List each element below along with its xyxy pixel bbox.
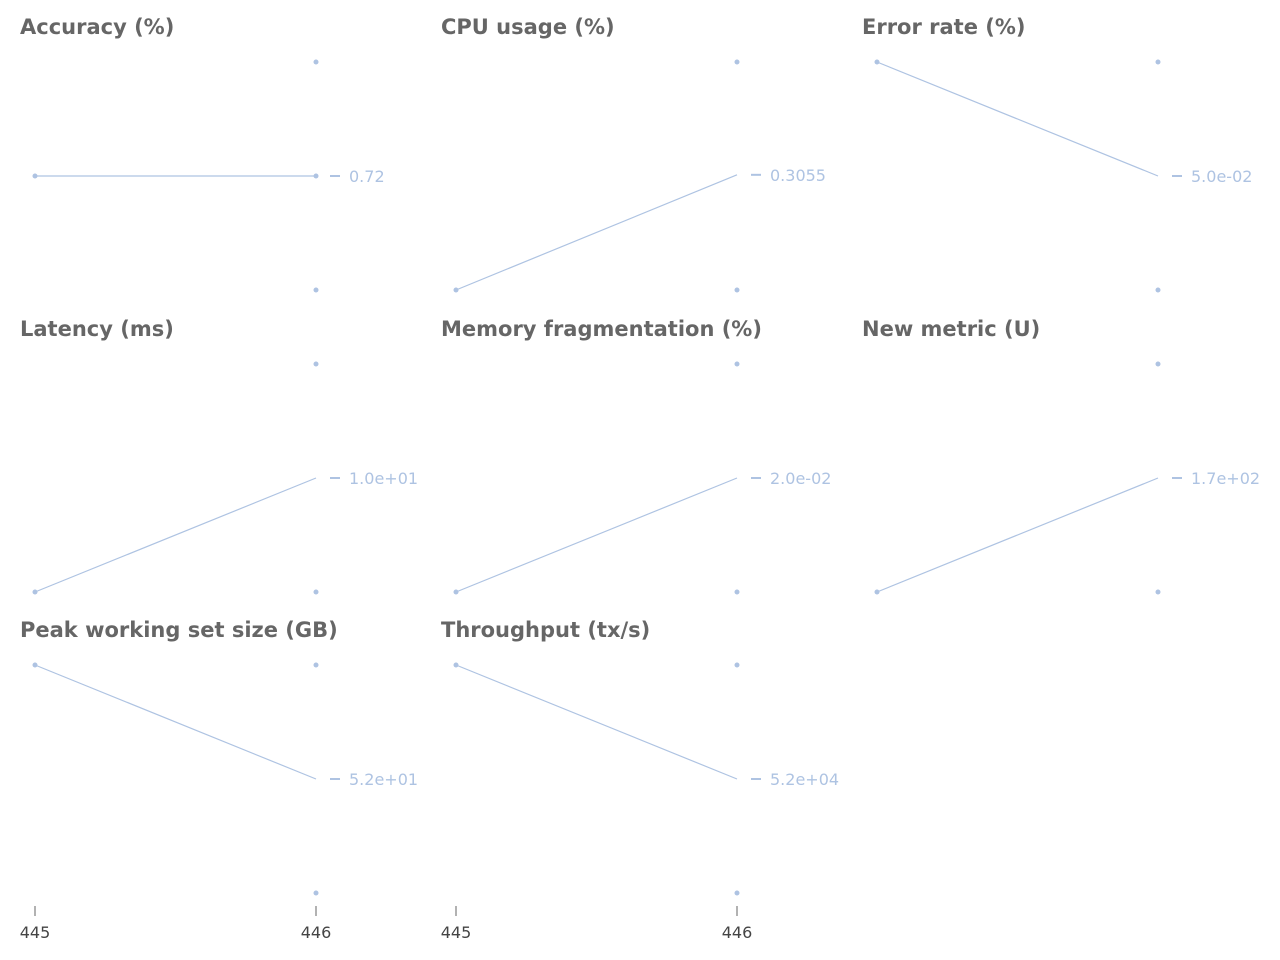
value-label: 5.0e-02 [1191, 167, 1252, 186]
series-line [455, 174, 738, 291]
range-min-marker [313, 890, 319, 896]
value-label: 2.0e-02 [770, 469, 831, 488]
data-point [32, 589, 38, 595]
series-line [455, 664, 738, 780]
series-line [876, 477, 1159, 593]
data-point [32, 173, 38, 179]
series-line [876, 61, 1159, 177]
series-line [455, 477, 738, 593]
panel-title: New metric (U) [862, 317, 1040, 341]
series-line [34, 477, 317, 593]
range-min-marker [1155, 287, 1161, 293]
value-label: 5.2e+01 [349, 770, 418, 789]
value-label: 0.3055 [770, 166, 826, 185]
panel-title: Throughput (tx/s) [441, 618, 650, 642]
range-max-marker [313, 59, 319, 65]
range-max-marker [1155, 361, 1161, 367]
data-point [453, 287, 459, 293]
series-line [34, 664, 317, 780]
range-min-marker [734, 890, 740, 896]
range-max-marker [313, 361, 319, 367]
value-label: 0.72 [349, 167, 385, 186]
range-max-marker [313, 662, 319, 668]
panel-title: Peak working set size (GB) [20, 618, 338, 642]
range-min-marker [313, 589, 319, 595]
range-max-marker [734, 361, 740, 367]
panel-title: CPU usage (%) [441, 15, 615, 39]
x-tick-label: 445 [441, 923, 472, 942]
panel-title: Latency (ms) [20, 317, 174, 341]
data-point [874, 59, 880, 65]
data-point [874, 589, 880, 595]
value-label: 1.0e+01 [349, 469, 418, 488]
range-max-marker [734, 662, 740, 668]
x-tick-label: 446 [722, 923, 753, 942]
value-label: 1.7e+02 [1191, 469, 1260, 488]
data-point [313, 173, 319, 179]
range-min-marker [313, 287, 319, 293]
range-max-marker [1155, 59, 1161, 65]
value-label: 5.2e+04 [770, 770, 839, 789]
x-tick-label: 445 [20, 923, 51, 942]
data-point [32, 662, 38, 668]
panel-title: Memory fragmentation (%) [441, 317, 762, 341]
panel-title: Accuracy (%) [20, 15, 174, 39]
data-point [453, 589, 459, 595]
panel-title: Error rate (%) [862, 15, 1026, 39]
range-max-marker [734, 59, 740, 65]
data-point [453, 662, 459, 668]
range-min-marker [734, 287, 740, 293]
range-min-marker [1155, 589, 1161, 595]
range-min-marker [734, 589, 740, 595]
x-tick-label: 446 [301, 923, 332, 942]
